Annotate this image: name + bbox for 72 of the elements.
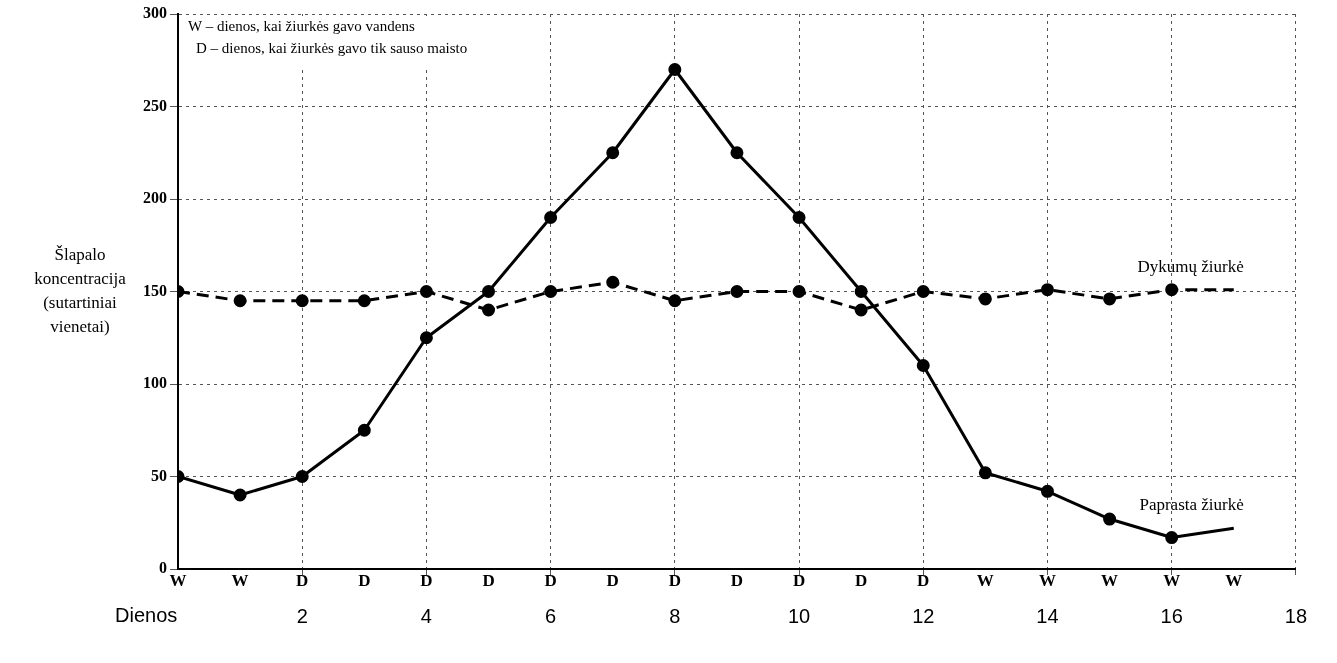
point [730, 285, 744, 298]
text: D [544, 570, 557, 590]
point [233, 294, 247, 308]
point [854, 285, 868, 298]
text: W [1225, 570, 1243, 590]
point [1103, 292, 1117, 306]
point [544, 285, 558, 298]
x-tick-label: 14 [1036, 604, 1059, 627]
point [854, 303, 868, 317]
point [668, 294, 682, 308]
text: D [482, 570, 495, 590]
x-tick-label: 8 [669, 604, 681, 627]
point [1103, 512, 1117, 526]
y-tick-label: 100 [143, 374, 167, 392]
x-tick-label: 18 [1284, 604, 1307, 627]
x-tick-label: 2 [296, 604, 308, 627]
annotation: W – dienos, kai žiurkės gavo vandens [188, 18, 415, 35]
text: D [792, 570, 806, 590]
point [419, 331, 433, 345]
y-tick-label: 50 [151, 466, 167, 484]
text: D [730, 570, 744, 590]
point [792, 285, 806, 298]
x-tick-label: 4 [420, 604, 432, 627]
x-axis-title: Dienos [115, 603, 178, 626]
point [978, 292, 992, 306]
point [233, 488, 247, 502]
point [295, 470, 309, 483]
text: W [169, 570, 187, 590]
annotation: D – dienos, kai žiurkės gavo tik sauso maisto [196, 40, 468, 57]
text: D [917, 570, 930, 590]
point [357, 294, 371, 308]
point [606, 275, 620, 289]
text: W [1038, 570, 1056, 590]
text: D [855, 570, 868, 590]
text: D [668, 570, 681, 590]
y-tick-label: 200 [143, 189, 167, 207]
point [482, 285, 496, 298]
point [419, 285, 433, 298]
point [1040, 484, 1054, 498]
y-tick-label: 300 [143, 4, 167, 22]
text: D [420, 570, 433, 590]
series-label: Dykumų žiurkė [1137, 256, 1244, 276]
x-tick-label: 16 [1160, 604, 1183, 627]
point [357, 423, 371, 437]
y-tick-label: 0 [159, 559, 167, 577]
point [978, 466, 992, 480]
text: W [231, 570, 249, 590]
text: D [606, 570, 619, 590]
x-tick-label: 10 [787, 604, 811, 627]
point [916, 285, 930, 298]
point [606, 146, 620, 160]
point [295, 294, 309, 308]
point [544, 211, 558, 224]
text: W [1163, 570, 1181, 590]
point [730, 146, 744, 160]
y-tick-label: 250 [143, 96, 167, 114]
series-label: Paprasta žiurkė [1139, 495, 1244, 515]
text: D [296, 570, 309, 590]
text: W [976, 570, 994, 590]
point [792, 211, 806, 224]
y-axis-title: Šlapalo koncentracija (sutartiniai vienetai) [34, 244, 127, 336]
text: W [1101, 570, 1119, 590]
point [916, 359, 930, 372]
point [668, 63, 682, 76]
point [1040, 283, 1054, 297]
point [1165, 531, 1179, 545]
point [1165, 283, 1179, 297]
text: D [358, 570, 371, 590]
point [482, 303, 496, 317]
x-tick-label: 6 [545, 604, 557, 627]
x-tick-label: 12 [912, 604, 935, 627]
y-tick-label: 150 [143, 281, 167, 299]
